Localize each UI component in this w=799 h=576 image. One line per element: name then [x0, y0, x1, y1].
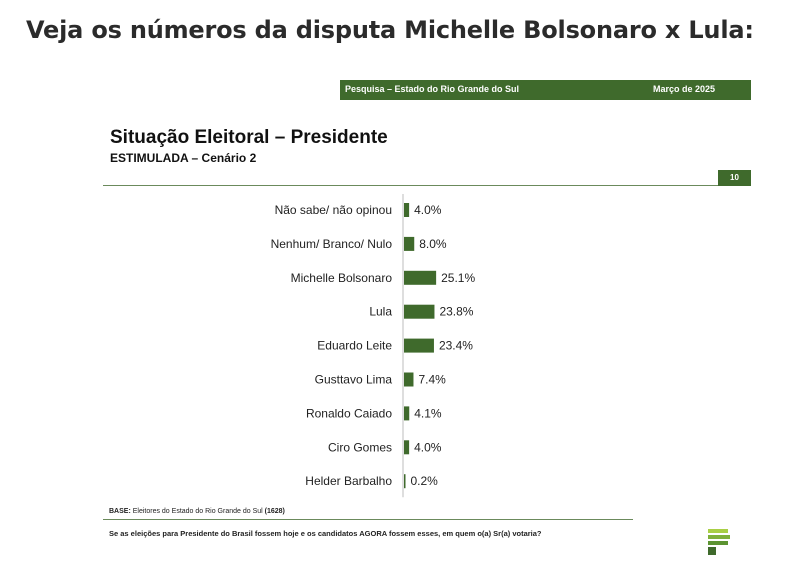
page-number-badge: 10 — [718, 170, 751, 186]
bar — [404, 372, 414, 387]
survey-name: Pesquisa – Estado do Rio Grande do Sul — [345, 84, 520, 94]
survey-slide: Pesquisa – Estado do Rio Grande do Sul M… — [103, 78, 751, 564]
bar-value-label: 23.8% — [439, 305, 473, 319]
slide-title: Situação Eleitoral – Presidente — [110, 127, 388, 148]
category-label: Gusttavo Lima — [315, 373, 393, 387]
brand-logo-icon — [708, 529, 730, 555]
base-text: Eleitores do Estado do Rio Grande do Sul — [132, 508, 263, 515]
bar — [404, 236, 415, 251]
base-count: (1628) — [264, 508, 285, 515]
base-note: BASE: Eleitores do Estado do Rio Grande … — [109, 508, 285, 515]
category-label: Ciro Gomes — [328, 440, 392, 454]
category-label: Eduardo Leite — [317, 339, 392, 353]
bar — [404, 270, 437, 285]
bar-value-label: 0.2% — [411, 474, 439, 488]
candidate-bar-chart: Não sabe/ não opinou 4.0% Nenhum/ Branco/ … — [271, 194, 475, 498]
bar — [404, 406, 410, 421]
category-label: Michelle Bolsonaro — [291, 271, 393, 285]
bar-value-label: 25.1% — [441, 271, 475, 285]
bar — [404, 474, 406, 489]
survey-question: Se as eleições para Presidente do Brasil… — [109, 529, 542, 538]
category-label: Ronaldo Caiado — [306, 406, 392, 420]
category-label: Lula — [369, 305, 392, 319]
bar — [404, 338, 434, 353]
title-divider — [103, 185, 718, 186]
bottom-divider — [103, 519, 633, 520]
bar-value-label: 23.4% — [439, 339, 473, 353]
bar-value-label: 4.1% — [414, 406, 442, 420]
category-label: Nenhum/ Branco/ Nulo — [271, 237, 393, 251]
bar — [404, 440, 410, 455]
category-label: Helder Barbalho — [305, 474, 392, 488]
bar-value-label: 8.0% — [419, 237, 447, 251]
bar — [404, 203, 410, 217]
article-headline: Veja os números da disputa Michelle Bols… — [26, 16, 754, 44]
base-label: BASE: — [109, 508, 131, 515]
bar-value-label: 7.4% — [418, 373, 446, 387]
slide-header-bar: Pesquisa – Estado do Rio Grande do Sul M… — [340, 80, 751, 100]
bar — [404, 304, 435, 319]
slide-subtitle: ESTIMULADA – Cenário 2 — [110, 151, 257, 165]
bar-value-label: 4.0% — [414, 203, 442, 217]
category-label: Não sabe/ não opinou — [275, 203, 392, 217]
survey-date: Março de 2025 — [652, 84, 715, 94]
bar-value-label: 4.0% — [414, 440, 442, 454]
